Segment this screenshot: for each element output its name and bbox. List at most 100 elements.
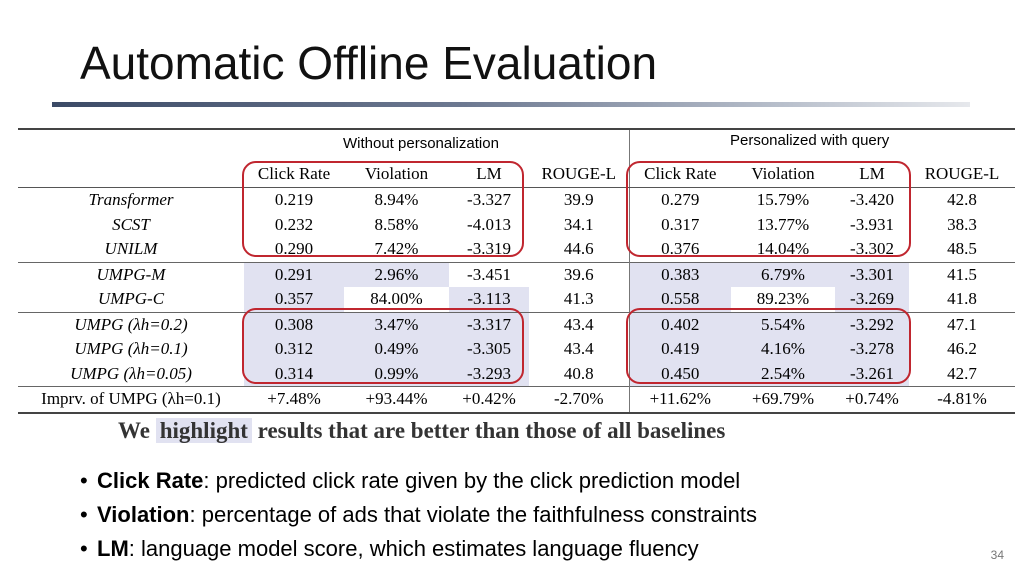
group-header-without-personalization: Without personalization bbox=[343, 135, 499, 152]
table-cell: +69.79% bbox=[731, 386, 835, 413]
table-cell: 0.383 bbox=[629, 261, 731, 287]
table-cell: 8.94% bbox=[374, 190, 419, 210]
table-cell: 0.232 bbox=[274, 214, 314, 234]
table-cell: 0.402 bbox=[629, 311, 731, 337]
table-cell: 0.357 bbox=[244, 287, 344, 312]
table-caption: We highlight results that are better tha… bbox=[118, 418, 725, 444]
table-cell: 2.96% bbox=[344, 261, 449, 287]
metric-description: : predicted click rate given by the clic… bbox=[203, 468, 741, 493]
table-cell: -2.70% bbox=[529, 386, 630, 413]
table-cell: 42.7 bbox=[947, 363, 977, 383]
caption-prefix: We bbox=[118, 418, 150, 443]
metric-definitions: • Click Rate: predicted click rate given … bbox=[80, 464, 757, 566]
table-cell: 0.558 bbox=[629, 287, 731, 312]
table-cell: 3.47% bbox=[344, 311, 449, 337]
table-cell: 0.219 bbox=[274, 190, 314, 210]
table-cell: -3.319 bbox=[467, 239, 511, 259]
table-row: Imprv. of UMPG (λh=0.1) +7.48% +93.44% +… bbox=[18, 386, 1015, 413]
table-cell: 0.308 bbox=[244, 311, 344, 337]
col-header: Violation bbox=[344, 160, 449, 188]
bullet-icon: • bbox=[80, 468, 88, 493]
table-cell: +7.48% bbox=[244, 386, 344, 413]
table-cell: 41.5 bbox=[909, 261, 1015, 287]
model-name: UNILM bbox=[104, 239, 158, 259]
col-header: ROUGE-L bbox=[529, 160, 630, 188]
table-cell: 43.4 bbox=[529, 311, 630, 337]
metric-term: Violation bbox=[97, 502, 190, 527]
metric-term: LM bbox=[97, 536, 129, 561]
table-cell: -3.292 bbox=[835, 311, 909, 337]
table-cell: -3.301 bbox=[835, 261, 909, 287]
table-row: UMPG (λh=0.05) 0.314 0.99% -3.293 40.8 0… bbox=[18, 361, 1015, 387]
model-name: UMPG (λh=0.05) bbox=[70, 363, 192, 383]
table-cell: +11.62% bbox=[629, 386, 731, 413]
metric-term: Click Rate bbox=[97, 468, 204, 493]
table-cell: -3.293 bbox=[449, 361, 529, 387]
table-cell: -3.327 bbox=[467, 190, 511, 210]
table-cell: 0.49% bbox=[344, 337, 449, 362]
table-cell: 48.5 bbox=[947, 239, 977, 259]
table-cell: 7.42% bbox=[374, 239, 419, 259]
table-cell: 0.317 bbox=[661, 214, 700, 234]
table-cell: 38.3 bbox=[947, 214, 977, 234]
table-cell: 0.376 bbox=[661, 239, 700, 259]
results-table: Click Rate Violation LM ROUGE-L Click Ra… bbox=[18, 128, 1015, 414]
table-cell: +0.74% bbox=[835, 386, 909, 413]
table-cell: 89.23% bbox=[756, 289, 810, 309]
model-name: UMPG (λh=0.1) bbox=[74, 339, 188, 359]
table-cell: -4.013 bbox=[467, 214, 511, 234]
table-cell: -3.269 bbox=[835, 287, 909, 312]
table-row: SCST 0.232 8.58% -4.013 34.1 0.317 13.77… bbox=[18, 212, 1015, 237]
group-header-personalized: Personalized with query bbox=[730, 132, 890, 149]
table-row: Transformer 0.219 8.94% -3.327 39.9 0.27… bbox=[18, 187, 1015, 213]
model-name: Transformer bbox=[88, 190, 174, 210]
table-cell: 43.4 bbox=[529, 337, 630, 362]
table-cell: +93.44% bbox=[344, 386, 449, 413]
table-cell: 8.58% bbox=[374, 214, 419, 234]
table-cell: 84.00% bbox=[370, 289, 423, 309]
model-name: UMPG-C bbox=[97, 289, 165, 309]
table-cell: 0.99% bbox=[344, 361, 449, 387]
table-cell: -4.81% bbox=[909, 386, 1015, 413]
table-cell: 14.04% bbox=[756, 239, 810, 259]
list-item: • Violation: percentage of ads that viola… bbox=[80, 498, 757, 532]
bullet-icon: • bbox=[80, 502, 88, 527]
table-cell: 46.2 bbox=[947, 339, 977, 359]
list-item: • Click Rate: predicted click rate given … bbox=[80, 464, 757, 498]
title-underline bbox=[52, 102, 970, 107]
table-cell: 0.419 bbox=[629, 337, 731, 362]
model-name: UMPG-M bbox=[18, 261, 244, 287]
table-cell: -3.420 bbox=[850, 190, 894, 210]
col-header: LM bbox=[835, 160, 909, 188]
slide-title: Automatic Offline Evaluation bbox=[80, 37, 658, 89]
table-cell: 47.1 bbox=[909, 311, 1015, 337]
table-row: UMPG-M 0.291 2.96% -3.451 39.6 0.383 6.7… bbox=[18, 261, 1015, 287]
col-header: Click Rate bbox=[629, 160, 731, 188]
table-cell: 41.3 bbox=[529, 287, 630, 312]
table-row: UMPG-C 0.357 84.00% -3.113 41.3 0.558 89… bbox=[18, 287, 1015, 312]
model-name: SCST bbox=[112, 214, 150, 234]
page-number: 34 bbox=[990, 548, 1004, 562]
col-header: LM bbox=[449, 160, 529, 188]
caption-highlight-word: highlight bbox=[155, 418, 252, 443]
col-header: Violation bbox=[731, 160, 835, 188]
table-cell: -3.317 bbox=[449, 311, 529, 337]
model-name: Imprv. of UMPG (λh=0.1) bbox=[18, 386, 244, 413]
table-cell: 0.312 bbox=[244, 337, 344, 362]
table-cell: -3.261 bbox=[835, 361, 909, 387]
table-cell: -3.113 bbox=[449, 287, 529, 312]
table-cell: 2.54% bbox=[731, 361, 835, 387]
list-item: • LM: language model score, which estimat… bbox=[80, 532, 757, 566]
table-cell: +0.42% bbox=[449, 386, 529, 413]
table-row: UNILM 0.290 7.42% -3.319 44.6 0.376 14.0… bbox=[18, 237, 1015, 262]
table-cell: 0.290 bbox=[274, 239, 314, 259]
metric-description: : language model score, which estimates … bbox=[128, 536, 699, 561]
caption-suffix: results that are better than those of al… bbox=[257, 418, 726, 443]
table-row: UMPG (λh=0.1) 0.312 0.49% -3.305 43.4 0.… bbox=[18, 337, 1015, 362]
metric-description: : percentage of ads that violate the fai… bbox=[189, 502, 757, 527]
model-name: UMPG (λh=0.2) bbox=[18, 311, 244, 337]
table-cell: 5.54% bbox=[731, 311, 835, 337]
table-cell: -3.451 bbox=[449, 261, 529, 287]
table-cell: 39.9 bbox=[529, 187, 630, 213]
col-header: Click Rate bbox=[244, 160, 344, 188]
